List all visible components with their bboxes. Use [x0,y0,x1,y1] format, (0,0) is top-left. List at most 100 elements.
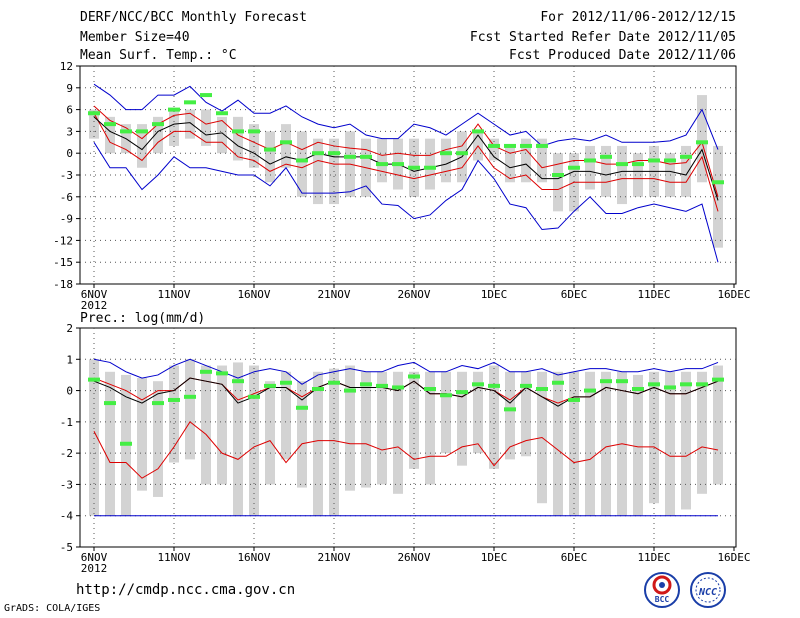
ensemble-box [153,116,163,154]
x-tick-label: 21NOV [317,551,350,564]
x-tick-label: 11DEC [637,551,670,564]
observation-marker [120,441,132,446]
x-tick-label: 1DEC [481,288,508,301]
observation-marker [456,151,468,156]
plot-frame [79,327,737,548]
x-tick-label: 6NOV [81,288,108,301]
observation-marker [152,401,164,406]
observation-marker [280,140,292,145]
ensemble-box [169,365,179,463]
observation-marker [136,129,148,134]
ensemble-median-line [93,377,719,407]
observation-marker [680,154,692,159]
member-size: Member Size=40 [80,30,190,45]
observation-marker [712,377,724,382]
observation-marker [360,154,372,159]
ensemble-box [153,381,163,497]
observation-marker [472,129,484,134]
y-tick-label: 0 [66,147,73,160]
ensemble-box [105,371,115,516]
ensemble-box [217,365,227,485]
x-tick-label: 11DEC [637,288,670,301]
ensemble-box [233,362,243,516]
source-url[interactable]: http://cmdp.ncc.cma.gov.cn [76,582,296,598]
y-tick-label: -4 [60,510,74,523]
observation-marker [600,379,612,384]
observation-marker [232,379,244,384]
ensemble-box [137,124,147,168]
observation-marker [152,122,164,127]
observation-marker [392,162,404,167]
ensemble-box [697,371,707,494]
y-tick-label: -18 [53,278,73,291]
ensemble-box [377,371,387,485]
observation-marker [632,162,644,167]
y-tick-label: 0 [66,385,73,398]
observation-marker [600,154,612,159]
x-year-label: 2012 [81,562,108,575]
observation-marker [664,385,676,390]
observation-marker [424,165,436,170]
ensemble-box [553,371,563,516]
observation-marker [696,382,708,387]
observation-marker [616,162,628,167]
ensemble-box [521,371,531,457]
ensemble-box [249,124,259,168]
ensemble-box [489,138,499,161]
observation-marker [440,151,452,156]
ensemble-box [489,365,499,469]
ensemble-box [585,145,595,190]
observation-marker [680,382,692,387]
observation-marker [584,158,596,163]
ensemble-box [185,359,195,460]
x-tick-label: 21NOV [317,288,350,301]
ensemble-box [265,131,275,183]
x-tick-label: 6NOV [81,551,108,564]
ensemble-box [681,371,691,510]
observation-marker [616,379,628,384]
observation-marker [568,165,580,170]
observation-marker [264,147,276,152]
ensemble-box [425,371,435,485]
ensemble-box [473,371,483,454]
observation-marker [328,380,340,385]
ensemble-box [441,138,451,183]
ensemble-box [681,145,691,197]
ensemble-box [297,131,307,197]
observation-marker [168,107,180,112]
ensemble-box [233,116,243,161]
y-tick-label: 3 [66,125,73,138]
observation-marker [296,158,308,163]
chart-title: DERF/NCC/BCC Monthly Forecast [80,10,307,25]
y-tick-label: -3 [60,478,73,491]
observation-marker [504,143,516,148]
ensemble-box [425,138,435,190]
start-date: Fcst Started Refer Date 2012/11/05 [469,30,736,45]
x-tick-label: 16DEC [717,551,750,564]
ensemble-box [105,116,115,154]
observation-marker [88,377,100,382]
ensemble-box [393,371,403,494]
observation-marker [248,129,260,134]
observation-marker [472,382,484,387]
observation-marker [200,369,212,374]
observation-marker [296,405,308,410]
observation-marker [200,93,212,98]
ensemble-box [505,145,515,183]
ensemble-box [201,109,211,146]
ensemble-box [249,365,259,516]
y-tick-label: -5 [60,541,73,554]
upper-quartile-line [93,105,719,197]
grads-credit: GrADS: COLA/IGES [4,603,101,614]
observation-marker [248,394,260,399]
observation-marker [568,397,580,402]
ensemble-box [329,368,339,516]
ensemble-box [441,371,451,454]
lower-quartile-line [93,421,719,479]
ensemble-box [361,371,371,488]
y-tick-label: 6 [66,104,73,117]
observation-marker [520,143,532,148]
observation-marker [376,162,388,167]
